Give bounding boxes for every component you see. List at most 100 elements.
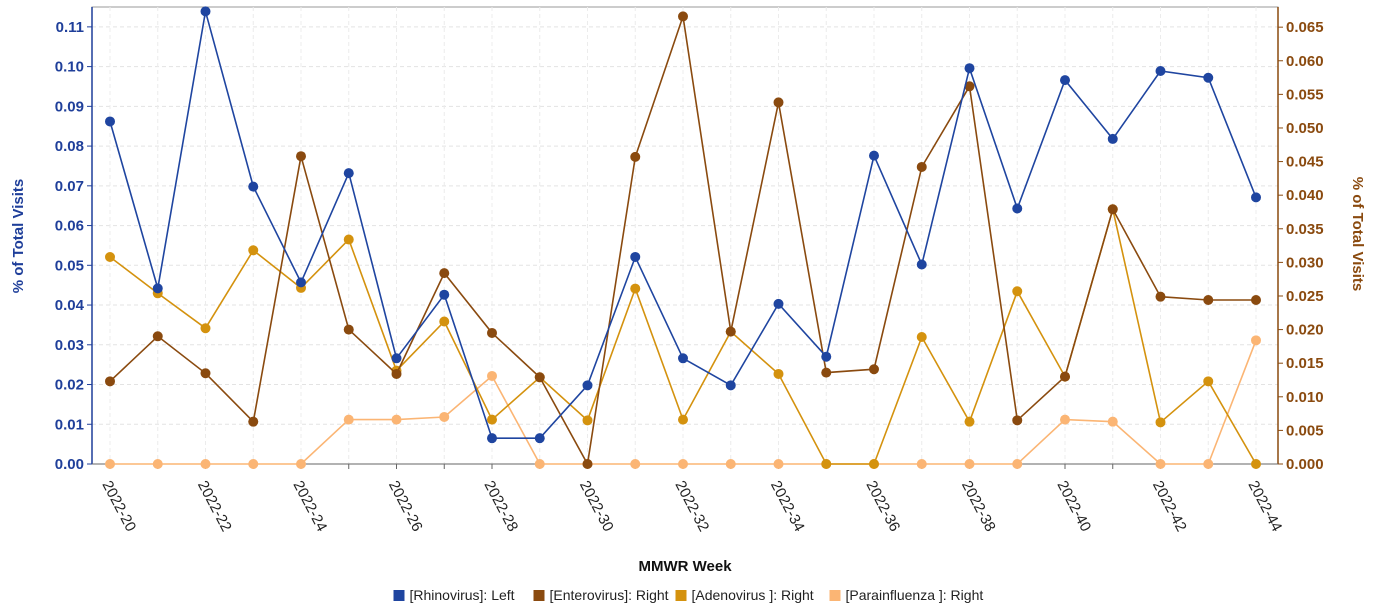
right-tick-label: 0.005 bbox=[1286, 422, 1324, 439]
data-point[interactable] bbox=[487, 327, 497, 338]
data-point[interactable] bbox=[821, 351, 832, 362]
data-point[interactable] bbox=[773, 298, 784, 309]
data-point[interactable] bbox=[105, 252, 115, 263]
data-point[interactable] bbox=[487, 433, 497, 444]
data-point[interactable] bbox=[105, 459, 115, 469]
data-point[interactable] bbox=[152, 331, 163, 342]
data-point[interactable] bbox=[248, 416, 259, 427]
data-point[interactable] bbox=[105, 376, 115, 387]
data-point[interactable] bbox=[439, 268, 450, 279]
data-point[interactable] bbox=[439, 411, 450, 422]
data-point[interactable] bbox=[678, 459, 688, 469]
data-point[interactable] bbox=[534, 459, 545, 469]
data-point[interactable] bbox=[678, 414, 688, 425]
data-point[interactable] bbox=[821, 459, 832, 469]
data-point[interactable] bbox=[439, 289, 450, 300]
data-point[interactable] bbox=[1155, 65, 1166, 76]
data-point[interactable] bbox=[1060, 371, 1070, 382]
data-point[interactable] bbox=[1155, 291, 1166, 302]
data-point[interactable] bbox=[1203, 376, 1214, 387]
data-point[interactable] bbox=[869, 364, 879, 375]
data-point[interactable] bbox=[964, 459, 975, 469]
data-point[interactable] bbox=[1203, 295, 1214, 306]
data-point[interactable] bbox=[1107, 133, 1118, 144]
data-point[interactable] bbox=[916, 459, 927, 469]
data-point[interactable] bbox=[678, 353, 688, 364]
legend-item[interactable]: [Adenovirus ]: Right bbox=[675, 587, 814, 603]
data-point[interactable] bbox=[916, 259, 927, 270]
data-point[interactable] bbox=[248, 181, 259, 192]
data-point[interactable] bbox=[916, 161, 927, 172]
data-point[interactable] bbox=[248, 459, 259, 469]
data-point[interactable] bbox=[200, 323, 211, 334]
data-point[interactable] bbox=[869, 459, 879, 469]
data-point[interactable] bbox=[582, 415, 593, 426]
data-point[interactable] bbox=[1012, 459, 1023, 469]
data-point[interactable] bbox=[248, 245, 259, 256]
data-point[interactable] bbox=[1251, 192, 1261, 203]
data-point[interactable] bbox=[1251, 459, 1261, 469]
data-point[interactable] bbox=[1203, 459, 1214, 469]
legend-item[interactable]: [Enterovirus]: Right bbox=[533, 587, 669, 603]
data-point[interactable] bbox=[1251, 295, 1261, 306]
data-point[interactable] bbox=[1060, 414, 1070, 425]
data-point[interactable] bbox=[1012, 203, 1023, 214]
data-point[interactable] bbox=[296, 151, 306, 162]
data-point[interactable] bbox=[773, 459, 784, 469]
data-point[interactable] bbox=[534, 372, 545, 383]
right-tick-label: 0.025 bbox=[1286, 288, 1324, 305]
data-point[interactable] bbox=[964, 81, 975, 92]
x-tick-label: 2022-42 bbox=[1149, 478, 1190, 535]
data-point[interactable] bbox=[391, 353, 402, 364]
data-point[interactable] bbox=[725, 459, 736, 469]
data-point[interactable] bbox=[343, 324, 354, 335]
data-point[interactable] bbox=[773, 368, 784, 379]
data-point[interactable] bbox=[152, 459, 163, 469]
data-point[interactable] bbox=[1012, 415, 1023, 426]
data-point[interactable] bbox=[391, 368, 402, 379]
data-point[interactable] bbox=[296, 459, 306, 469]
data-point[interactable] bbox=[534, 433, 545, 444]
data-point[interactable] bbox=[200, 459, 211, 469]
data-point[interactable] bbox=[1203, 72, 1214, 83]
data-point[interactable] bbox=[630, 283, 641, 294]
data-point[interactable] bbox=[582, 380, 593, 391]
data-point[interactable] bbox=[1155, 459, 1166, 469]
data-point[interactable] bbox=[1060, 75, 1070, 86]
data-point[interactable] bbox=[1107, 204, 1118, 215]
data-point[interactable] bbox=[821, 367, 832, 378]
legend-item[interactable]: [Rhinovirus]: Left bbox=[393, 587, 515, 603]
data-point[interactable] bbox=[725, 326, 736, 337]
data-point[interactable] bbox=[1155, 417, 1166, 428]
data-point[interactable] bbox=[630, 459, 641, 469]
data-point[interactable] bbox=[1107, 416, 1118, 427]
data-point[interactable] bbox=[964, 416, 975, 427]
data-point[interactable] bbox=[296, 277, 306, 288]
data-point[interactable] bbox=[343, 234, 354, 245]
data-point[interactable] bbox=[678, 11, 688, 22]
data-point[interactable] bbox=[964, 63, 975, 74]
data-point[interactable] bbox=[773, 97, 784, 108]
data-point[interactable] bbox=[630, 151, 641, 162]
data-point[interactable] bbox=[1012, 286, 1023, 297]
data-point[interactable] bbox=[725, 380, 736, 391]
data-point[interactable] bbox=[391, 414, 402, 425]
legend-item[interactable]: [Parainfluenza ]: Right bbox=[829, 587, 984, 603]
data-point[interactable] bbox=[869, 150, 879, 161]
data-point[interactable] bbox=[916, 331, 927, 342]
data-point[interactable] bbox=[152, 283, 163, 294]
data-point[interactable] bbox=[487, 414, 497, 425]
left-tick-label: 0.05 bbox=[55, 257, 84, 274]
data-point[interactable] bbox=[630, 251, 641, 262]
right-tick-label: 0.045 bbox=[1286, 154, 1324, 171]
data-point[interactable] bbox=[343, 414, 354, 425]
data-point[interactable] bbox=[105, 116, 115, 127]
data-point[interactable] bbox=[200, 6, 211, 17]
data-point[interactable] bbox=[487, 370, 497, 381]
data-point[interactable] bbox=[1251, 335, 1261, 346]
data-point[interactable] bbox=[582, 459, 593, 469]
data-point[interactable] bbox=[343, 168, 354, 179]
data-point[interactable] bbox=[439, 316, 450, 327]
left-tick-label: 0.09 bbox=[55, 98, 84, 115]
data-point[interactable] bbox=[200, 368, 211, 379]
